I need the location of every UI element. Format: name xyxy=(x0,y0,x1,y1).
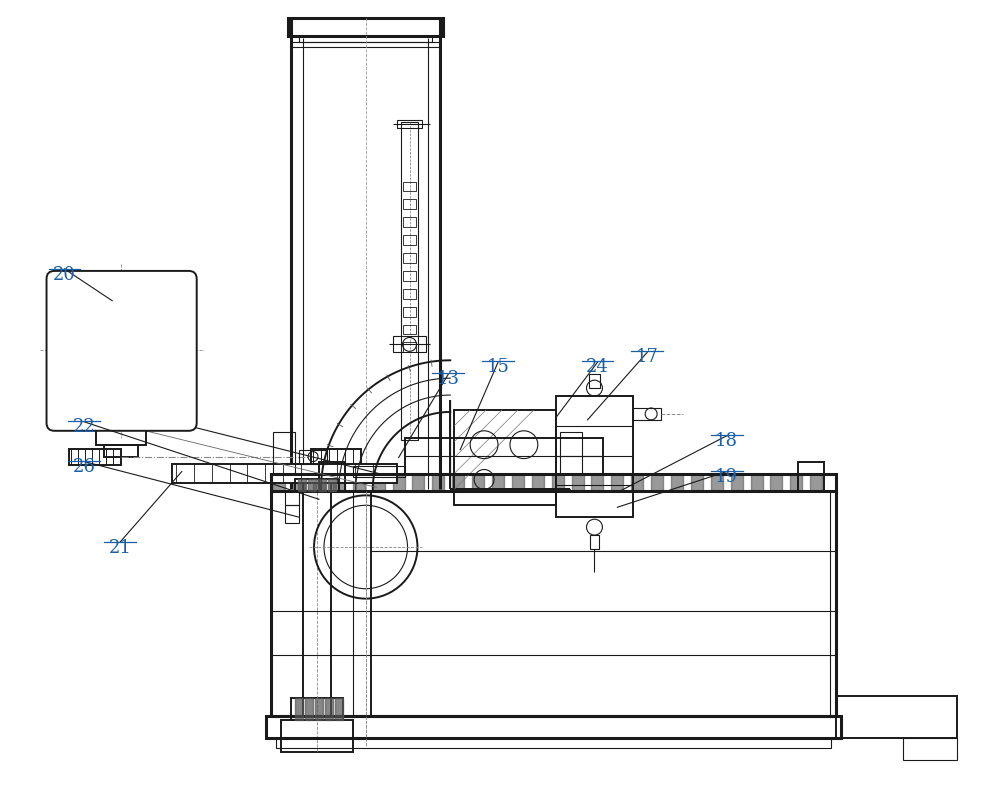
Bar xyxy=(299,35,432,42)
Bar xyxy=(104,444,138,456)
Polygon shape xyxy=(751,473,763,491)
Polygon shape xyxy=(770,473,782,491)
Bar xyxy=(281,720,353,752)
Bar xyxy=(590,535,599,549)
Bar xyxy=(311,448,361,464)
Polygon shape xyxy=(318,480,326,491)
Polygon shape xyxy=(651,473,663,491)
Bar xyxy=(397,120,422,128)
Text: 22: 22 xyxy=(73,418,96,436)
Bar xyxy=(319,461,345,491)
Polygon shape xyxy=(731,473,743,491)
Text: 26: 26 xyxy=(73,457,96,476)
Polygon shape xyxy=(315,698,323,720)
Text: 18: 18 xyxy=(715,431,738,450)
Polygon shape xyxy=(432,473,444,491)
Bar xyxy=(836,696,957,737)
Bar xyxy=(401,122,418,440)
Bar xyxy=(295,480,339,491)
Polygon shape xyxy=(512,473,524,491)
Bar xyxy=(96,423,146,444)
Bar xyxy=(556,396,633,517)
Bar xyxy=(276,737,831,748)
Text: 15: 15 xyxy=(487,358,509,376)
Bar xyxy=(285,506,299,523)
Bar xyxy=(403,271,416,281)
Polygon shape xyxy=(810,473,822,491)
Polygon shape xyxy=(333,473,345,491)
Polygon shape xyxy=(691,473,703,491)
Bar xyxy=(405,438,603,473)
Bar xyxy=(560,431,582,473)
Bar xyxy=(273,431,295,473)
Bar xyxy=(403,182,416,192)
FancyBboxPatch shape xyxy=(47,271,197,431)
Bar xyxy=(633,408,661,420)
Bar xyxy=(798,461,824,491)
Polygon shape xyxy=(671,473,683,491)
Bar xyxy=(271,473,836,491)
Polygon shape xyxy=(591,473,603,491)
Bar xyxy=(69,448,121,464)
Bar xyxy=(393,336,426,353)
Polygon shape xyxy=(790,473,802,491)
Polygon shape xyxy=(492,473,504,491)
Bar xyxy=(589,374,600,388)
Polygon shape xyxy=(293,473,305,491)
Polygon shape xyxy=(325,698,333,720)
Bar xyxy=(172,464,397,484)
Bar xyxy=(403,342,416,353)
Polygon shape xyxy=(532,473,544,491)
Bar xyxy=(403,217,416,227)
Polygon shape xyxy=(313,473,325,491)
Polygon shape xyxy=(611,473,623,491)
Bar xyxy=(291,698,343,720)
Polygon shape xyxy=(273,473,285,491)
Polygon shape xyxy=(353,473,365,491)
Bar xyxy=(353,465,405,477)
Bar xyxy=(403,235,416,245)
Bar xyxy=(266,716,841,737)
Polygon shape xyxy=(335,698,343,720)
Bar xyxy=(403,324,416,334)
Bar xyxy=(454,410,556,506)
Polygon shape xyxy=(298,480,306,491)
Text: 17: 17 xyxy=(636,349,659,366)
Polygon shape xyxy=(472,473,484,491)
Text: 13: 13 xyxy=(437,370,460,388)
Bar xyxy=(288,18,443,35)
Polygon shape xyxy=(393,473,405,491)
Bar xyxy=(403,307,416,316)
Polygon shape xyxy=(452,473,464,491)
Polygon shape xyxy=(412,473,424,491)
Bar xyxy=(299,450,327,464)
Bar xyxy=(403,253,416,263)
Bar xyxy=(903,737,957,760)
Polygon shape xyxy=(308,480,316,491)
Polygon shape xyxy=(373,473,385,491)
Bar xyxy=(285,491,299,506)
Polygon shape xyxy=(328,480,336,491)
Text: 19: 19 xyxy=(715,468,738,485)
Polygon shape xyxy=(711,473,723,491)
Polygon shape xyxy=(295,698,303,720)
Bar xyxy=(403,200,416,209)
Polygon shape xyxy=(552,473,564,491)
Polygon shape xyxy=(631,473,643,491)
Bar xyxy=(403,289,416,299)
Polygon shape xyxy=(305,698,313,720)
Bar xyxy=(89,346,147,398)
Text: 20: 20 xyxy=(53,266,76,284)
Polygon shape xyxy=(572,473,584,491)
Text: 24: 24 xyxy=(586,358,609,376)
Text: 21: 21 xyxy=(109,539,132,557)
